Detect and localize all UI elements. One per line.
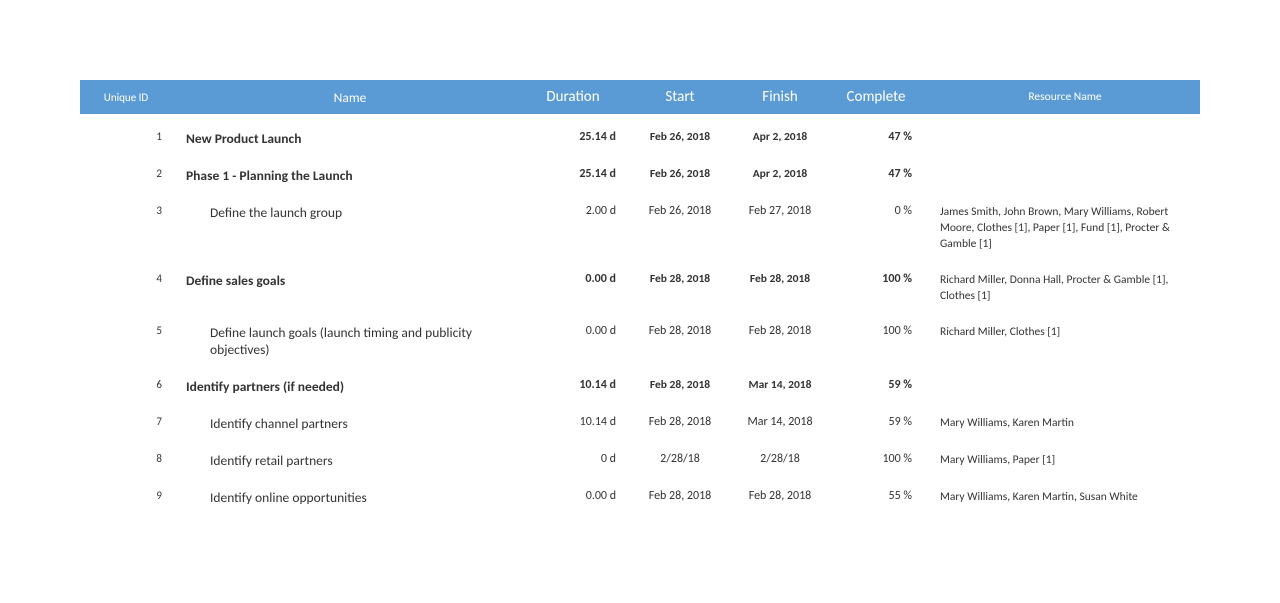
table-row: 4Define sales goals0.00 dFeb 28, 2018Feb… (80, 262, 1200, 314)
cell-resource: Richard Miller, Donna Hall, Procter & Ga… (930, 262, 1200, 314)
col-header-name: Name (180, 80, 520, 114)
cell-id: 7 (80, 405, 180, 442)
cell-resource: Mary Williams, Karen Martin (930, 405, 1200, 442)
cell-resource (930, 114, 1200, 157)
cell-id: 8 (80, 442, 180, 479)
cell-name: Identify channel partners (180, 405, 520, 442)
cell-id: 4 (80, 262, 180, 314)
cell-duration: 25.14 d (520, 157, 630, 194)
cell-start: Feb 26, 2018 (630, 157, 730, 194)
cell-finish: Mar 14, 2018 (730, 368, 830, 405)
col-header-finish: Finish (730, 80, 830, 114)
cell-id: 5 (80, 314, 180, 368)
cell-complete: 59 % (830, 405, 930, 442)
cell-name: Define sales goals (180, 262, 520, 314)
cell-complete: 47 % (830, 157, 930, 194)
cell-id: 1 (80, 114, 180, 157)
cell-resource: James Smith, John Brown, Mary Williams, … (930, 194, 1200, 262)
cell-start: Feb 28, 2018 (630, 405, 730, 442)
col-header-duration: Duration (520, 80, 630, 114)
cell-resource: Mary Williams, Paper [1] (930, 442, 1200, 479)
cell-finish: Apr 2, 2018 (730, 114, 830, 157)
col-header-resource: Resource Name (930, 80, 1200, 114)
cell-resource (930, 368, 1200, 405)
cell-complete: 47 % (830, 114, 930, 157)
cell-duration: 10.14 d (520, 405, 630, 442)
table-header-row: Unique ID Name Duration Start Finish Com… (80, 80, 1200, 114)
cell-complete: 59 % (830, 368, 930, 405)
cell-id: 2 (80, 157, 180, 194)
cell-duration: 0 d (520, 442, 630, 479)
cell-id: 3 (80, 194, 180, 262)
cell-complete: 100 % (830, 442, 930, 479)
cell-resource: Mary Williams, Karen Martin, Susan White (930, 479, 1200, 516)
cell-start: Feb 28, 2018 (630, 368, 730, 405)
table-row: 5Define launch goals (launch timing and … (80, 314, 1200, 368)
table-row: 2Phase 1 - Planning the Launch25.14 dFeb… (80, 157, 1200, 194)
col-header-complete: Complete (830, 80, 930, 114)
cell-finish: Feb 27, 2018 (730, 194, 830, 262)
cell-name: Identify retail partners (180, 442, 520, 479)
cell-complete: 100 % (830, 314, 930, 368)
cell-id: 9 (80, 479, 180, 516)
project-schedule-table: Unique ID Name Duration Start Finish Com… (80, 80, 1200, 516)
cell-finish: 2/28/18 (730, 442, 830, 479)
cell-start: Feb 26, 2018 (630, 114, 730, 157)
cell-name: Phase 1 - Planning the Launch (180, 157, 520, 194)
cell-name: New Product Launch (180, 114, 520, 157)
col-header-start: Start (630, 80, 730, 114)
cell-duration: 10.14 d (520, 368, 630, 405)
cell-resource (930, 157, 1200, 194)
cell-duration: 0.00 d (520, 262, 630, 314)
cell-name: Define launch goals (launch timing and p… (180, 314, 520, 368)
cell-complete: 0 % (830, 194, 930, 262)
cell-resource: Richard Miller, Clothes [1] (930, 314, 1200, 368)
cell-duration: 2.00 d (520, 194, 630, 262)
cell-finish: Feb 28, 2018 (730, 262, 830, 314)
table-row: 8Identify retail partners0 d2/28/182/28/… (80, 442, 1200, 479)
cell-finish: Mar 14, 2018 (730, 405, 830, 442)
cell-start: Feb 28, 2018 (630, 262, 730, 314)
cell-id: 6 (80, 368, 180, 405)
col-header-id: Unique ID (80, 80, 180, 114)
cell-complete: 55 % (830, 479, 930, 516)
cell-finish: Apr 2, 2018 (730, 157, 830, 194)
cell-finish: Feb 28, 2018 (730, 314, 830, 368)
cell-start: Feb 28, 2018 (630, 314, 730, 368)
cell-start: Feb 28, 2018 (630, 479, 730, 516)
cell-duration: 25.14 d (520, 114, 630, 157)
cell-finish: Feb 28, 2018 (730, 479, 830, 516)
table-row: 1New Product Launch25.14 dFeb 26, 2018Ap… (80, 114, 1200, 157)
cell-duration: 0.00 d (520, 314, 630, 368)
table-row: 7Identify channel partners10.14 dFeb 28,… (80, 405, 1200, 442)
cell-complete: 100 % (830, 262, 930, 314)
cell-name: Identify online opportunities (180, 479, 520, 516)
cell-duration: 0.00 d (520, 479, 630, 516)
cell-name: Identify partners (if needed) (180, 368, 520, 405)
table-row: 3Define the launch group2.00 dFeb 26, 20… (80, 194, 1200, 262)
table-row: 6Identify partners (if needed)10.14 dFeb… (80, 368, 1200, 405)
cell-start: Feb 26, 2018 (630, 194, 730, 262)
cell-name: Define the launch group (180, 194, 520, 262)
cell-start: 2/28/18 (630, 442, 730, 479)
table-body: 1New Product Launch25.14 dFeb 26, 2018Ap… (80, 114, 1200, 516)
table-row: 9Identify online opportunities0.00 dFeb … (80, 479, 1200, 516)
